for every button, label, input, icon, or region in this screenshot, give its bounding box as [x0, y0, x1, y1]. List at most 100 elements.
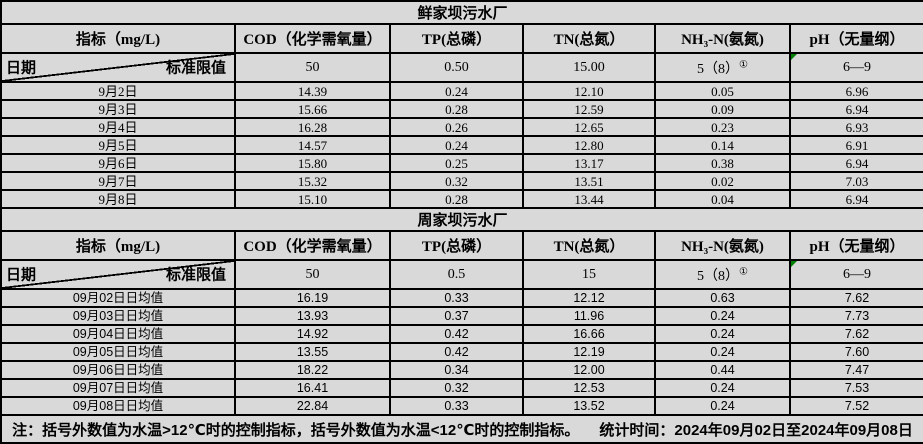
value-cell-tp: 0.28	[389, 99, 524, 119]
date-cell: 09月03日日均值	[0, 306, 236, 326]
value-cell-tp: 0.33	[389, 288, 524, 308]
green-triangle-marker	[792, 262, 797, 267]
standard-limit-cell: 0.50	[389, 52, 524, 83]
value-cell-cod: 15.80	[234, 153, 391, 173]
value-cell-cod: 15.32	[234, 171, 391, 191]
standard-limit-cell: 15	[522, 259, 656, 290]
column-header-tn: TN(总氮）	[522, 23, 656, 54]
value-cell-tn: 13.44	[522, 189, 656, 209]
standard-limit-cell: 50	[234, 52, 391, 83]
diagonal-label-date: 日期	[6, 266, 37, 283]
column-header-row: 指标（mg/L) COD（化学需氧量） TP(总磷） TN(总氮） NH₃-N(氨氮) p…	[0, 230, 923, 261]
data-row: 09月08日日均值 22.84 0.33 13.52 0.24 7.52	[0, 396, 923, 416]
footnote-superscript-marker: ①	[739, 58, 748, 70]
value-cell-tp: 0.42	[389, 342, 524, 362]
data-row: 09月07日日均值 16.41 0.32 12.53 0.24 7.53	[0, 378, 923, 398]
diagonal-header-cell: 日期 标准限值	[0, 259, 236, 290]
value-cell-ph: 6.94	[788, 153, 923, 173]
standard-limit-row: 日期 标准限值 50 0.5 15 5（8）① 6—9	[0, 259, 923, 290]
column-header-cod: COD（化学需氧量）	[234, 230, 391, 261]
diagonal-label-date: 日期	[6, 59, 37, 76]
footer-stat-time: 统计时间：2024年09月02日至2024年09月08日	[599, 421, 913, 439]
data-row: 9月4日 16.28 0.26 12.65 0.23 6.93	[0, 117, 923, 137]
value-cell-tp: 0.26	[389, 117, 524, 137]
value-cell-ph: 6.93	[788, 117, 923, 137]
value-cell-tn: 12.10	[522, 81, 656, 101]
data-row: 09月06日日均值 18.22 0.34 12.00 0.44 7.47	[0, 360, 923, 380]
date-cell: 09月07日日均值	[0, 378, 236, 398]
green-triangle-marker	[792, 55, 797, 60]
value-cell-ph: 7.52	[788, 396, 923, 416]
value-cell-tp: 0.32	[389, 378, 524, 398]
column-header-nh3n: NH₃-N(氨氮)	[654, 23, 791, 54]
value-cell-nh3n: 0.24	[654, 396, 791, 416]
date-cell: 9月6日	[0, 153, 236, 173]
value-cell-tp: 0.42	[389, 324, 524, 344]
column-header-cod: COD（化学需氧量）	[234, 23, 391, 54]
column-header-ph: pH（无量纲）	[788, 23, 923, 54]
column-header-row: 指标（mg/L) COD（化学需氧量） TP(总磷） TN(总氮） NH₃-N(氨氮) p…	[0, 23, 923, 54]
date-cell: 09月02日日均值	[0, 288, 236, 308]
value-cell-tp: 0.25	[389, 153, 524, 173]
value-cell-tn: 12.65	[522, 117, 656, 137]
date-cell: 9月3日	[0, 99, 236, 119]
section-title: 周家坝污水厂	[0, 207, 923, 232]
value-cell-tp: 0.34	[389, 360, 524, 380]
value-cell-cod: 16.41	[234, 378, 391, 398]
standard-limit-cell: 0.5	[389, 259, 524, 290]
value-cell-tp: 0.24	[389, 81, 524, 101]
standard-limit-row: 日期 标准限值 50 0.50 15.00 5（8）① 6—9	[0, 52, 923, 83]
date-cell: 09月04日日均值	[0, 324, 236, 344]
column-header-tn: TN(总氮）	[522, 230, 656, 261]
date-cell: 9月4日	[0, 117, 236, 137]
value-cell-tn: 12.59	[522, 99, 656, 119]
footer-row: 注：括号外数值为水温>12℃时的控制指标，括号外数值为水温<12℃时的控制指标。…	[0, 414, 923, 444]
value-cell-cod: 13.93	[234, 306, 391, 326]
value-cell-nh3n: 0.24	[654, 324, 791, 344]
value-cell-tn: 13.52	[522, 396, 656, 416]
value-cell-nh3n: 0.09	[654, 99, 791, 119]
section-title-row: 鲜家坝污水厂	[0, 0, 923, 25]
data-row: 9月3日 15.66 0.28 12.59 0.09 6.94	[0, 99, 923, 119]
date-cell: 09月06日日均值	[0, 360, 236, 380]
value-cell-nh3n: 0.24	[654, 342, 791, 362]
diagonal-label-limit: 标准限值	[165, 59, 226, 76]
footer-note-cell: 注：括号外数值为水温>12℃时的控制指标，括号外数值为水温<12℃时的控制指标。…	[0, 414, 923, 444]
indicator-header: 指标（mg/L)	[0, 23, 236, 54]
data-row: 09月03日日均值 13.93 0.37 11.96 0.24 7.73	[0, 306, 923, 326]
value-cell-nh3n: 0.24	[654, 306, 791, 326]
value-cell-cod: 13.55	[234, 342, 391, 362]
value-cell-tp: 0.28	[389, 189, 524, 209]
value-cell-cod: 14.39	[234, 81, 391, 101]
footnote-superscript-marker: ①	[739, 265, 748, 277]
date-cell: 9月8日	[0, 189, 236, 209]
data-row: 9月8日 15.10 0.28 13.44 0.04 6.94	[0, 189, 923, 209]
value-cell-cod: 14.92	[234, 324, 391, 344]
value-cell-ph: 6.91	[788, 135, 923, 155]
value-cell-cod: 15.10	[234, 189, 391, 209]
value-cell-nh3n: 0.05	[654, 81, 791, 101]
diagonal-header-cell: 日期 标准限值	[0, 52, 236, 83]
column-header-nh3n: NH₃-N(氨氮)	[654, 230, 791, 261]
date-cell: 09月08日日均值	[0, 396, 236, 416]
diagonal-label-limit: 标准限值	[165, 266, 226, 283]
value-cell-ph: 7.47	[788, 360, 923, 380]
value-cell-nh3n: 0.02	[654, 171, 791, 191]
data-row: 9月5日 14.57 0.24 12.80 0.14 6.91	[0, 135, 923, 155]
value-cell-ph: 6.94	[788, 189, 923, 209]
value-cell-nh3n: 0.04	[654, 189, 791, 209]
standard-limit-cell: 6—9	[788, 259, 923, 290]
data-row: 9月6日 15.80 0.25 13.17 0.38 6.94	[0, 153, 923, 173]
value-cell-tn: 16.66	[522, 324, 656, 344]
data-row: 9月7日 15.32 0.32 13.51 0.02 7.03	[0, 171, 923, 191]
value-cell-tn: 13.51	[522, 171, 656, 191]
value-cell-ph: 7.73	[788, 306, 923, 326]
value-cell-ph: 6.96	[788, 81, 923, 101]
value-cell-nh3n: 0.24	[654, 378, 791, 398]
value-cell-cod: 22.84	[234, 396, 391, 416]
value-cell-tp: 0.24	[389, 135, 524, 155]
value-cell-cod: 15.66	[234, 99, 391, 119]
value-cell-nh3n: 0.38	[654, 153, 791, 173]
